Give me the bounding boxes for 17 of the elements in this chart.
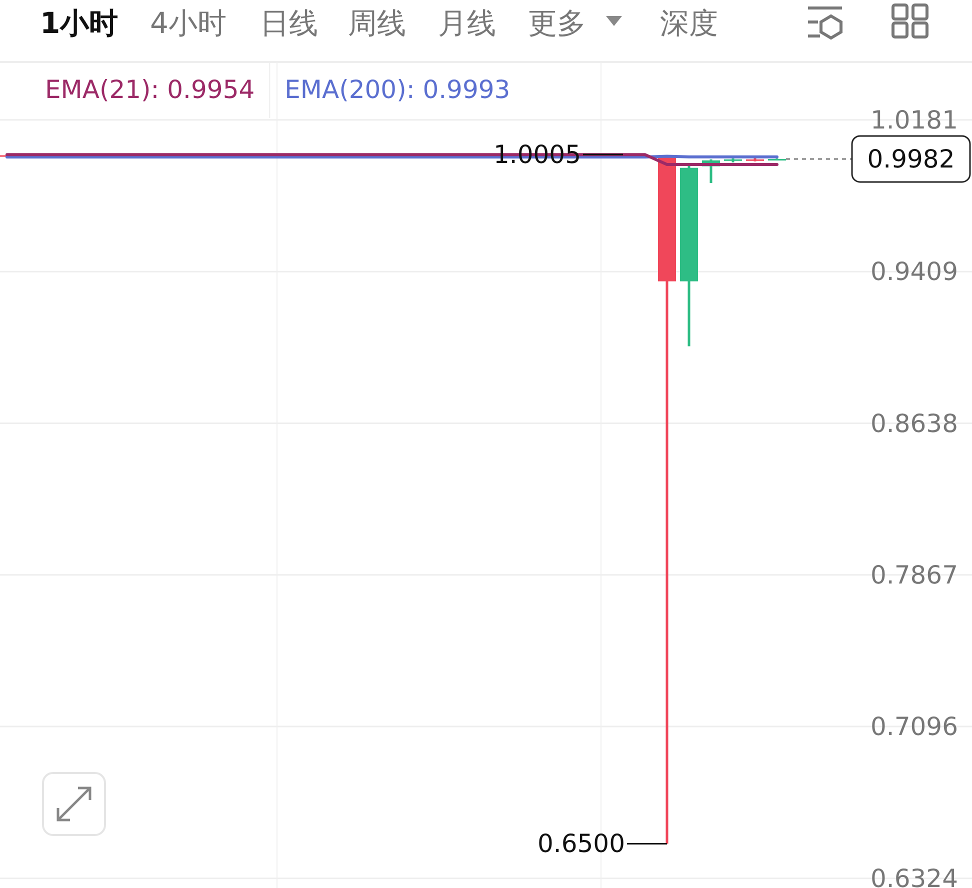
text: 深度	[660, 6, 718, 40]
text: 周线	[348, 6, 406, 40]
y-tick-label: 0.7096	[870, 712, 958, 742]
text: 月线	[438, 6, 496, 40]
text: 4小时	[150, 6, 226, 40]
ref-line-label: 0.9982	[867, 144, 955, 174]
annotation: 0.6500	[538, 829, 625, 858]
text: EMA(200): 0.9993	[284, 75, 510, 104]
y-tick-label: 0.8638	[870, 408, 958, 438]
y-tick-label: 0.6324	[870, 864, 958, 888]
text: EMA(21): 0.9954	[45, 75, 255, 104]
text: 更多	[528, 6, 586, 40]
y-tick-label: 0.9409	[870, 257, 958, 286]
text: 1小时	[40, 6, 118, 40]
y-tick-label: 0.7867	[870, 560, 958, 590]
text: 日线	[260, 6, 318, 40]
y-tick-label: 1.0181	[870, 105, 958, 134]
